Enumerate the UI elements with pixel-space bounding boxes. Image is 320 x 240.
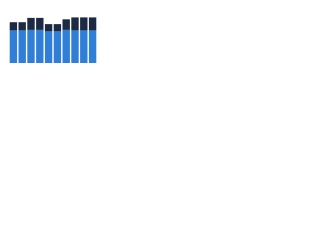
bar-segment [27, 17, 35, 30]
bar-segment [62, 29, 70, 64]
bar-segment [44, 31, 53, 63]
bar-segment [53, 31, 62, 63]
bar-segment [9, 22, 18, 31]
bar-segment [71, 30, 79, 63]
bar-segment [62, 19, 70, 30]
bar-segment [80, 30, 88, 63]
bar-segment [80, 17, 88, 31]
bar-segment [27, 29, 35, 64]
bar-segment [88, 17, 97, 31]
bar-segment [18, 22, 26, 31]
bar-segment [53, 24, 62, 32]
bar-segment [18, 30, 26, 63]
bar-segment [36, 17, 44, 30]
bar-segment [88, 30, 97, 63]
bar-segment [9, 30, 18, 63]
bar-segment [36, 29, 44, 64]
chart [9, 17, 97, 64]
bar-segment [44, 24, 53, 32]
bar-segment [71, 17, 79, 31]
page: (() => { const data = JSON.parse(documen… [0, 0, 320, 71]
